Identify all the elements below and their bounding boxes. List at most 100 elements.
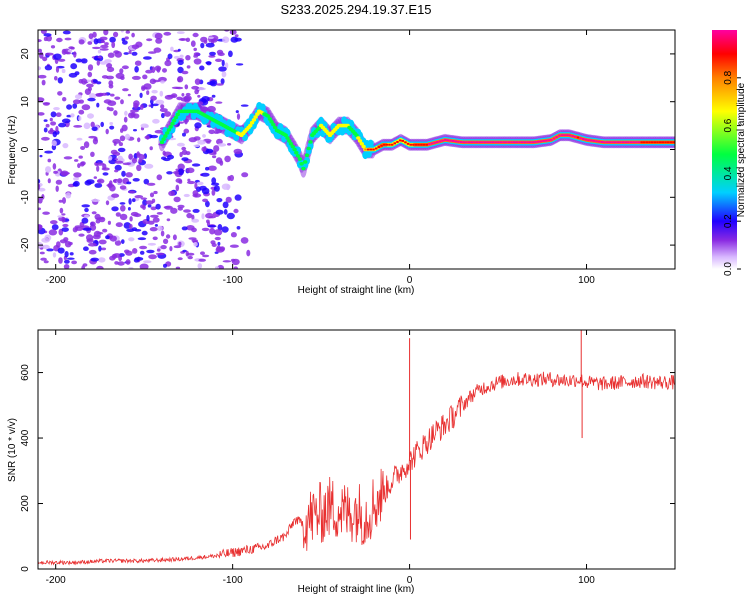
ridge-core: [308, 140, 313, 144]
noise-speckle: [120, 99, 124, 105]
noise-speckle: [139, 92, 143, 99]
noise-speckle: [111, 193, 120, 198]
noise-speckle: [44, 150, 53, 154]
noise-speckle: [56, 37, 63, 43]
ridge-peak: [406, 142, 410, 145]
noise-speckle: [146, 38, 153, 42]
noise-speckle: [89, 93, 97, 100]
noise-speckle: [137, 137, 141, 143]
noise-speckle: [113, 50, 120, 54]
noise-speckle: [127, 207, 131, 211]
noise-speckle: [62, 30, 71, 35]
noise-speckle: [105, 235, 110, 240]
noise-speckle: [96, 60, 101, 66]
ridge-peak: [616, 141, 619, 144]
noise-speckle: [141, 230, 148, 236]
noise-speckle: [233, 148, 243, 155]
noise-speckle: [64, 251, 69, 258]
noise-speckle: [235, 110, 239, 114]
ridge-peak: [467, 141, 471, 144]
colorbar: 0.0 0.2 0.4 0.6 0.8 Normalized spectral ampl…: [712, 30, 747, 276]
spectrogram-ylabel: Frequency (Hz): [7, 116, 18, 185]
noise-speckle: [208, 55, 216, 58]
noise-speckle: [216, 49, 224, 55]
noise-speckle: [50, 45, 56, 49]
noise-speckle: [113, 31, 119, 38]
noise-speckle: [140, 204, 146, 209]
noise-speckle: [58, 199, 63, 203]
noise-speckle: [173, 55, 180, 59]
noise-speckle: [68, 241, 73, 246]
noise-speckle: [60, 170, 69, 177]
noise-speckle: [175, 86, 184, 90]
noise-speckle: [197, 94, 201, 98]
noise-speckle: [144, 135, 150, 140]
noise-speckle: [222, 201, 229, 209]
noise-speckle: [98, 239, 107, 245]
noise-speckle: [61, 68, 66, 74]
ridge-peak: [388, 143, 391, 146]
noise-speckle: [91, 199, 100, 202]
noise-speckle: [178, 241, 182, 246]
ridge-peak: [382, 143, 386, 146]
ridge-peak: [491, 141, 495, 144]
noise-speckle: [208, 129, 216, 135]
noise-speckle: [95, 217, 105, 220]
ridge-core: [303, 160, 308, 164]
ridge-peak: [531, 141, 535, 144]
noise-speckle: [114, 160, 124, 164]
noise-speckle: [103, 30, 109, 36]
ridge-peak: [438, 140, 442, 143]
noise-speckle: [156, 174, 163, 181]
noise-speckle: [173, 196, 181, 203]
ridge-core: [248, 123, 253, 128]
noise-speckle: [149, 146, 153, 151]
noise-speckle: [234, 34, 239, 38]
ridge-peak: [489, 141, 492, 144]
ridge-peak: [422, 143, 426, 146]
noise-speckle: [43, 33, 52, 37]
noise-speckle: [81, 204, 90, 208]
noise-speckle: [234, 37, 242, 42]
ridge-peak: [465, 141, 468, 144]
noise-speckle: [62, 197, 66, 204]
noise-speckle: [98, 245, 102, 252]
noise-speckle: [100, 44, 109, 49]
ridge-peak: [510, 141, 513, 144]
noise-speckle: [152, 118, 160, 124]
noise-speckle: [201, 227, 210, 232]
ridge-peak: [470, 141, 473, 144]
noise-speckle: [183, 209, 191, 213]
noise-speckle: [131, 51, 138, 56]
noise-speckle: [92, 46, 101, 50]
noise-speckle: [152, 79, 161, 83]
noise-speckle: [83, 122, 91, 130]
noise-speckle: [48, 229, 58, 236]
noise-speckle: [152, 217, 160, 223]
noise-speckle: [170, 46, 174, 52]
noise-speckle: [150, 103, 154, 109]
noise-speckle: [102, 228, 108, 233]
x-tick-label: -100: [223, 575, 243, 586]
noise-speckle: [78, 116, 82, 121]
noise-speckle: [193, 47, 197, 52]
noise-speckle: [197, 139, 206, 145]
noise-speckle: [81, 217, 89, 224]
noise-speckle: [40, 30, 47, 35]
noise-speckle: [125, 250, 133, 256]
noise-speckle: [131, 227, 138, 232]
noise-speckle: [181, 157, 189, 162]
noise-speckle: [223, 209, 228, 215]
noise-speckle: [211, 243, 217, 247]
noise-speckle: [176, 31, 185, 34]
noise-speckle: [117, 261, 125, 266]
noise-speckle: [128, 50, 132, 55]
noise-speckle: [84, 207, 89, 213]
snr-ylabel: SNR (10 * v/v): [7, 418, 18, 482]
noise-speckle: [215, 209, 224, 215]
noise-speckle: [201, 213, 205, 220]
ridge-core: [288, 142, 294, 146]
noise-speckle: [224, 62, 229, 69]
ridge-peak: [605, 141, 609, 144]
noise-speckle: [94, 183, 103, 188]
